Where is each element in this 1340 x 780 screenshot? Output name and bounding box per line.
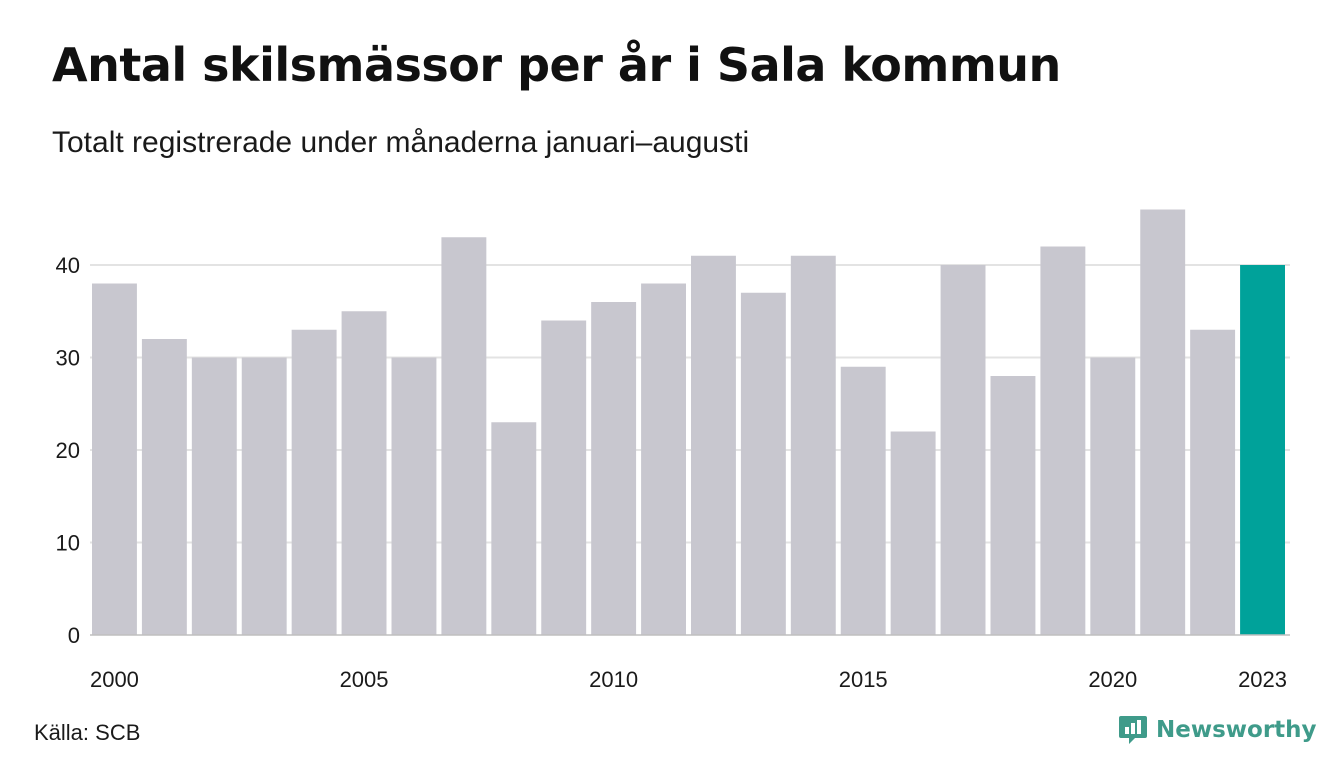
newsworthy-logo-icon xyxy=(1119,716,1147,744)
bar-2001 xyxy=(141,339,187,635)
bar-2010 xyxy=(591,302,637,635)
chart-title: Antal skilsmässor per år i Sala kommun xyxy=(52,38,1061,92)
y-tick-label: 0 xyxy=(68,623,80,648)
bar-chart: 0 10 20 30 40 2000 2005 2010 2015 2020 2023 xyxy=(56,209,1290,692)
bar-2000 xyxy=(92,283,137,635)
bar-2007 xyxy=(441,237,487,635)
bar-2017 xyxy=(940,265,986,635)
y-tick-label: 10 xyxy=(56,531,80,556)
bar-2002 xyxy=(191,357,237,635)
newsworthy-brand: Newsworthy xyxy=(1118,714,1317,746)
bar-2003 xyxy=(241,357,287,635)
y-tick-label: 40 xyxy=(56,253,80,278)
x-tick-label: 2023 xyxy=(1238,667,1287,692)
x-tick-label: 2000 xyxy=(90,667,139,692)
source-label: Källa: SCB xyxy=(34,720,141,745)
bar-2019 xyxy=(1040,246,1086,635)
bar-2011 xyxy=(641,283,686,635)
bar-2008 xyxy=(491,422,537,635)
x-tick-label: 2010 xyxy=(589,667,638,692)
bar-2021 xyxy=(1140,209,1186,635)
bar-2022 xyxy=(1190,329,1236,635)
brand-name: Newsworthy xyxy=(1156,717,1317,743)
bar-2005 xyxy=(341,311,387,635)
bar-2004 xyxy=(291,329,337,635)
bar-2016 xyxy=(890,431,936,635)
bar-2013 xyxy=(740,292,786,635)
y-tick-label: 30 xyxy=(56,346,80,371)
bar-2023 xyxy=(1240,265,1285,635)
bar-2018 xyxy=(990,376,1036,635)
bar-2012 xyxy=(691,255,736,635)
x-tick-label: 2005 xyxy=(340,667,389,692)
bar-2009 xyxy=(541,320,587,635)
bar-2020 xyxy=(1090,357,1136,635)
y-tick-label: 20 xyxy=(56,438,80,463)
chart-subtitle: Totalt registrerade under månaderna janu… xyxy=(52,126,750,159)
bar-2006 xyxy=(391,357,437,635)
x-tick-label: 2020 xyxy=(1088,667,1137,692)
bar-2015 xyxy=(840,366,886,635)
x-tick-label: 2015 xyxy=(839,667,888,692)
bar-2014 xyxy=(790,255,836,635)
